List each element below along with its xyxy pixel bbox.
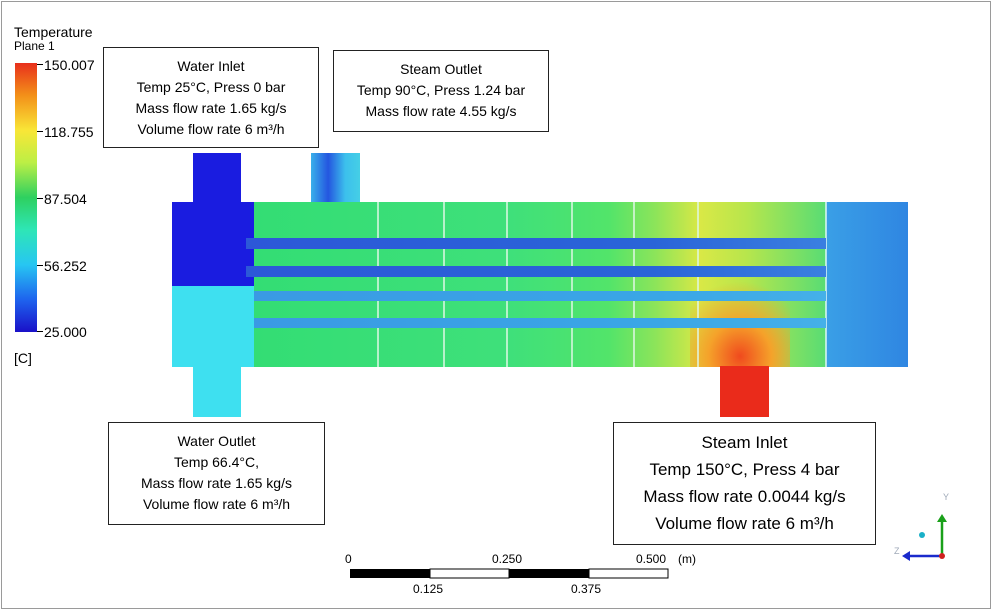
water-outlet-nozzle <box>193 366 241 417</box>
colorbar-label: 56.252 <box>44 258 87 274</box>
callout-line: Mass flow rate 1.65 kg/s <box>135 100 287 116</box>
callout-line: Temp 66.4°C, <box>174 454 259 470</box>
legend-title: Temperature <box>14 24 93 40</box>
colorbar-tick <box>37 331 43 332</box>
callout-steam-outlet: Steam Outlet Temp 90°C, Press 1.24 bar M… <box>333 50 549 132</box>
scale-label: 0 <box>345 552 352 566</box>
callout-line: Volume flow rate 6 m³/h <box>142 496 291 512</box>
colorbar-label-min: 25.000 <box>44 324 87 340</box>
scale-label: 0.500 <box>636 552 667 566</box>
scale-label: 0.375 <box>571 582 602 596</box>
y-axis-label: Y <box>943 492 950 502</box>
callout-title: Steam Outlet <box>400 61 482 77</box>
colorbar-label: 118.755 <box>44 124 94 140</box>
colorbar-tick <box>37 64 43 65</box>
callout-title: Water Outlet <box>177 433 256 449</box>
legend-unit: [C] <box>14 350 32 366</box>
view-orientation-dot <box>919 532 925 538</box>
steam-hotspot <box>690 260 790 367</box>
tube <box>246 266 826 277</box>
callout-steam-inlet: Steam Inlet Temp 150°C, Press 4 bar Mass… <box>613 422 876 545</box>
temperature-colorbar <box>15 63 37 332</box>
tube <box>246 238 826 249</box>
z-axis-label: Z <box>894 546 900 556</box>
colorbar-label: 87.504 <box>44 191 87 207</box>
scale-label: 0.125 <box>413 582 444 596</box>
tube <box>254 318 826 328</box>
steam-outlet-nozzle <box>311 153 360 203</box>
colorbar-label-max: 150.007 <box>44 57 95 73</box>
steam-inlet-nozzle <box>720 366 769 417</box>
callout-line: Mass flow rate 0.0044 kg/s <box>643 487 846 506</box>
callout-line: Volume flow rate 6 m³/h <box>655 514 834 533</box>
x-axis-dot <box>939 553 945 559</box>
callout-water-inlet: Water Inlet Temp 25°C, Press 0 bar Mass … <box>103 47 319 148</box>
callout-line: Temp 150°C, Press 4 bar <box>649 460 840 479</box>
callout-title: Steam Inlet <box>701 433 788 452</box>
callout-title: Water Inlet <box>177 58 245 74</box>
inlet-head-chamber <box>172 202 254 286</box>
callout-water-outlet: Water Outlet Temp 66.4°C, Mass flow rate… <box>108 422 325 525</box>
scale-bar-segment <box>429 568 510 579</box>
colorbar-tick <box>37 131 43 132</box>
return-head-chamber <box>826 202 908 367</box>
colorbar-tick <box>37 265 43 266</box>
scale-bar-segment <box>350 569 430 578</box>
water-inlet-nozzle <box>193 153 241 203</box>
scale-unit: (m) <box>678 552 696 566</box>
scale-bar-segment <box>588 568 669 579</box>
scale-label: 0.250 <box>492 552 523 566</box>
callout-line: Temp 25°C, Press 0 bar <box>136 79 286 95</box>
colorbar-tick <box>37 198 43 199</box>
outlet-head-chamber <box>172 286 254 367</box>
tube <box>254 291 826 301</box>
callout-line: Temp 90°C, Press 1.24 bar <box>356 82 526 98</box>
callout-line: Mass flow rate 1.65 kg/s <box>141 475 292 491</box>
legend-subtitle: Plane 1 <box>14 39 55 53</box>
scale-bar-segment <box>509 569 589 578</box>
callout-line: Mass flow rate 4.55 kg/s <box>365 103 517 119</box>
callout-line: Volume flow rate 6 m³/h <box>137 121 285 137</box>
